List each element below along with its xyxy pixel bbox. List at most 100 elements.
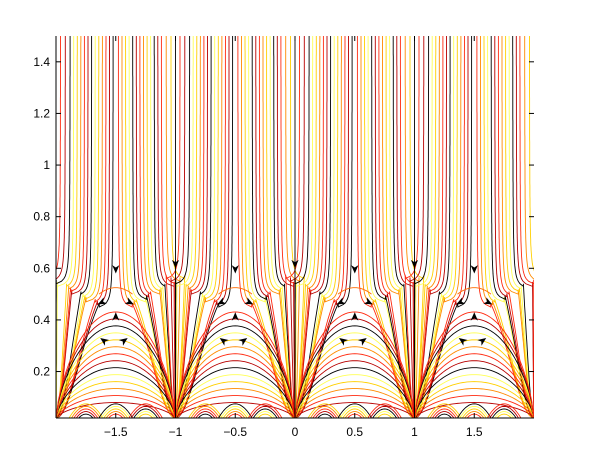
- floor-arch: [78, 413, 94, 418]
- arch: [56, 346, 176, 418]
- streamline: [497, 36, 534, 418]
- arrow-curve-icon: [477, 338, 487, 346]
- y-tick-label: 0.8: [33, 210, 50, 224]
- y-axis-ticks: 0.2 0.4 0.6 0.8 1 1.2 1.4: [33, 55, 534, 379]
- floor-arch: [429, 405, 460, 418]
- arch: [56, 395, 176, 418]
- arch: [294, 388, 415, 418]
- streamline: [367, 36, 415, 418]
- floor-arch: [344, 411, 365, 418]
- arrow-curve-icon: [100, 338, 110, 346]
- arrow-up-icon: [470, 312, 478, 321]
- arrow-up-icon: [231, 312, 239, 321]
- streamline: [276, 36, 296, 418]
- arch: [175, 367, 296, 418]
- arch: [294, 332, 415, 418]
- arch: [294, 318, 415, 418]
- streamline: [56, 36, 100, 418]
- x-tick-label: −1.5: [104, 425, 128, 439]
- arrow-curve-icon: [118, 338, 128, 346]
- arch: [414, 325, 534, 418]
- floor-arch: [459, 405, 489, 418]
- y-tick-label: 0.6: [33, 261, 50, 275]
- floor-arch: [340, 405, 370, 418]
- arch: [414, 353, 534, 418]
- floor-arch: [487, 403, 522, 418]
- arch: [175, 332, 296, 418]
- streamline: [237, 36, 296, 418]
- arch: [414, 374, 534, 418]
- streamline: [487, 36, 534, 418]
- streamline: [529, 36, 534, 418]
- arch: [414, 332, 534, 418]
- floor-arch: [105, 411, 126, 418]
- streamline: [360, 36, 415, 418]
- streamline: [56, 36, 85, 418]
- floor-arch: [374, 411, 395, 418]
- floor-arch: [489, 405, 519, 418]
- streamline: [132, 36, 176, 418]
- arch: [294, 311, 415, 418]
- fixed-point-arc: [337, 287, 372, 295]
- floor-arch: [342, 408, 368, 418]
- floor-arch: [225, 411, 246, 418]
- streamline: [294, 36, 314, 418]
- streamline: [414, 36, 462, 418]
- arrow-down-icon: [171, 259, 180, 269]
- floor-arch: [255, 411, 276, 418]
- floor-arch: [133, 408, 158, 418]
- arrow-down-icon: [291, 259, 299, 269]
- arch: [56, 381, 176, 418]
- streamline: [515, 36, 534, 418]
- arch: [414, 318, 534, 418]
- floor-arch: [317, 413, 333, 418]
- streamline: [294, 36, 349, 418]
- streamline: [248, 36, 296, 418]
- floor-arch: [427, 403, 462, 418]
- streamline: [150, 36, 176, 418]
- streamline: [255, 36, 296, 418]
- arch: [56, 311, 176, 418]
- arrow-up-icon: [351, 312, 359, 321]
- x-tick-label: 1.5: [466, 425, 483, 439]
- streamline: [414, 36, 458, 418]
- floor-arch: [369, 405, 400, 418]
- streamline: [414, 36, 444, 418]
- streamline: [157, 36, 176, 418]
- arch: [294, 339, 415, 418]
- floor-arch: [491, 408, 517, 418]
- arch: [294, 402, 415, 418]
- streamline: [409, 36, 425, 418]
- streamline: [294, 36, 353, 418]
- streamline: [404, 36, 420, 418]
- streamline: [139, 36, 176, 418]
- streamline: [294, 36, 332, 418]
- floor-arch: [257, 413, 273, 418]
- streamline: [414, 36, 440, 418]
- arrow-curve-icon: [238, 338, 248, 346]
- streamline: [273, 36, 296, 418]
- streamline: [244, 36, 296, 418]
- y-tick-label: 1.2: [33, 106, 50, 120]
- fixed-point-arc: [218, 287, 253, 295]
- arch: [56, 360, 176, 418]
- streamline: [385, 36, 415, 418]
- streamline: [56, 36, 103, 418]
- streamline: [266, 36, 296, 418]
- streamline: [165, 36, 181, 418]
- floor-arch: [188, 403, 223, 418]
- floor-arch: [457, 403, 492, 418]
- streamline: [56, 36, 78, 418]
- arrow-left-icon: [97, 297, 107, 305]
- arch: [56, 339, 176, 418]
- floor-arch: [103, 408, 129, 418]
- streamline: [414, 36, 465, 418]
- arrow-curve-icon: [357, 338, 367, 346]
- streamline: [371, 36, 415, 418]
- arrow-curve-icon: [458, 338, 468, 346]
- floor-arch: [377, 413, 393, 418]
- arrow-up-icon: [112, 312, 120, 321]
- floor-arch: [248, 403, 283, 418]
- arch: [175, 381, 296, 418]
- streamline: [251, 36, 296, 418]
